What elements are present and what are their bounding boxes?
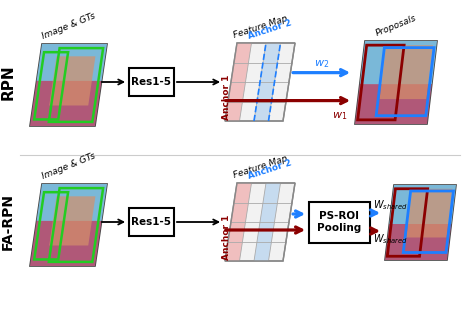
Text: Anchor 2: Anchor 2 (247, 158, 293, 181)
Polygon shape (225, 43, 252, 121)
Polygon shape (225, 183, 252, 261)
Text: $W_{shared}$: $W_{shared}$ (373, 198, 408, 212)
Polygon shape (380, 45, 433, 99)
Polygon shape (355, 84, 432, 124)
Text: Image & GTs: Image & GTs (40, 151, 96, 181)
Polygon shape (254, 43, 280, 121)
Polygon shape (225, 183, 295, 261)
Polygon shape (49, 196, 96, 245)
FancyBboxPatch shape (129, 207, 174, 236)
Polygon shape (360, 41, 437, 84)
FancyBboxPatch shape (308, 202, 369, 243)
Text: Feature Map: Feature Map (232, 14, 288, 40)
Polygon shape (385, 224, 451, 260)
Text: Res1-5: Res1-5 (131, 217, 171, 227)
Text: $w_2$: $w_2$ (314, 58, 329, 70)
Text: Anchor 1: Anchor 1 (221, 214, 230, 260)
Polygon shape (389, 185, 456, 224)
Text: $w_1$: $w_1$ (333, 111, 348, 122)
Polygon shape (30, 221, 102, 266)
Polygon shape (36, 184, 107, 221)
Polygon shape (30, 184, 107, 266)
Text: Anchor 2: Anchor 2 (247, 19, 293, 41)
Text: PS-ROI
Pooling: PS-ROI Pooling (317, 211, 361, 233)
Polygon shape (30, 44, 107, 126)
Polygon shape (406, 189, 453, 237)
FancyBboxPatch shape (129, 68, 174, 95)
Text: Image & GTs: Image & GTs (40, 11, 96, 41)
Text: Proposals: Proposals (374, 13, 418, 38)
Polygon shape (36, 44, 107, 81)
Text: Feature Map: Feature Map (232, 154, 288, 180)
Polygon shape (355, 41, 437, 124)
Polygon shape (49, 56, 96, 106)
Polygon shape (385, 185, 456, 260)
Text: RPN: RPN (0, 64, 16, 100)
Text: FA-RPN: FA-RPN (1, 194, 15, 251)
Polygon shape (254, 183, 280, 261)
Text: Anchor 1: Anchor 1 (221, 74, 230, 120)
Text: Res1-5: Res1-5 (131, 77, 171, 87)
Text: $W_{shared}$: $W_{shared}$ (373, 232, 408, 246)
Polygon shape (30, 81, 102, 126)
Polygon shape (225, 43, 295, 121)
